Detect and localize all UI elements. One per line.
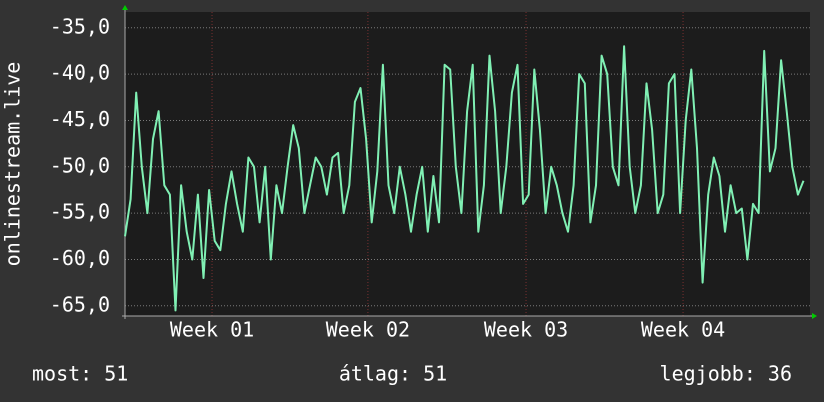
x-tick-label: Week 02 <box>326 318 410 342</box>
y-tick-label: -45,0 <box>50 107 110 131</box>
x-axis-arrow <box>812 313 817 319</box>
footer-average: átlag: 51 <box>339 362 447 386</box>
y-tick-label: -55,0 <box>50 200 110 224</box>
y-tick-label: -65,0 <box>50 292 110 316</box>
plot-area <box>125 12 810 316</box>
x-tick-label: Week 04 <box>641 318 725 342</box>
footer-most: most: 51 <box>32 362 128 386</box>
y-tick-label: -50,0 <box>50 153 110 177</box>
footer-best: legjobb: 36 <box>660 362 792 386</box>
y-tick-label: -40,0 <box>50 61 110 85</box>
y-tick-label: -35,0 <box>50 14 110 38</box>
x-tick-label: Week 03 <box>484 318 568 342</box>
y-tick-label: -60,0 <box>50 246 110 270</box>
y-axis-label: onlinestream.live <box>1 62 25 267</box>
y-axis-arrow <box>122 5 128 10</box>
data-line <box>124 45 805 312</box>
x-tick-label: Week 01 <box>170 318 254 342</box>
